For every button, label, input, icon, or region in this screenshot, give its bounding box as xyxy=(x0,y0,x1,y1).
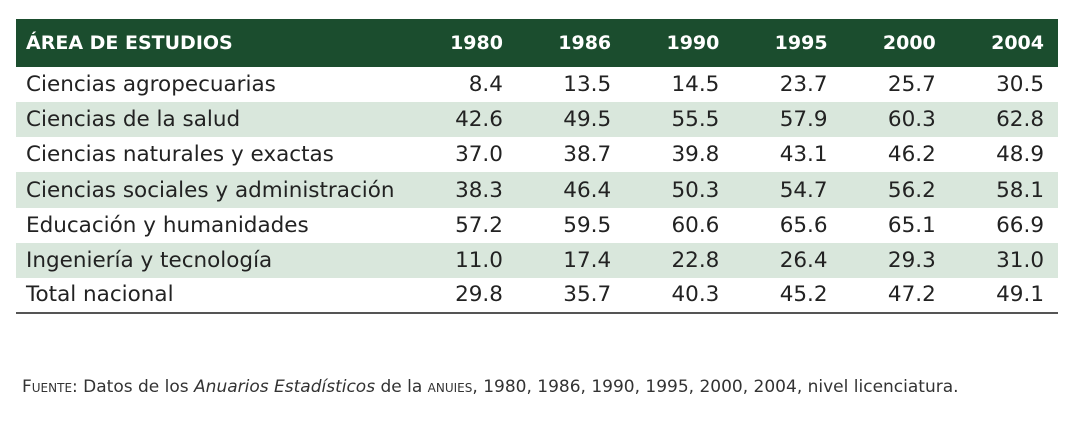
cell-value: 14.5 xyxy=(671,71,720,97)
header-year: 1995 xyxy=(733,19,842,67)
cell-value: 29.3 xyxy=(841,243,950,278)
cell-value: 57.9 xyxy=(733,102,842,137)
header-year: 1986 xyxy=(516,19,626,67)
cell-value: 26.4 xyxy=(733,243,842,278)
data-table-container: ÁREA DE ESTUDIOS 1980 1986 1990 1995 200… xyxy=(16,19,1058,314)
cell-value: 56.2 xyxy=(841,172,950,208)
cell-value: 22.8 xyxy=(625,243,734,278)
cell-value: 49.1 xyxy=(949,278,1058,314)
cell-value: 46.4 xyxy=(516,172,626,208)
cell-value: 48.9 xyxy=(996,141,1044,167)
cell-value: 62.8 xyxy=(949,102,1058,137)
table-row: Educación y humanidades 57.2 59.5 60.6 6… xyxy=(16,208,1058,243)
table-row: Ciencias agropecuarias 8.4 13.5 14.5 23.… xyxy=(16,67,1058,102)
cell-value: 42.6 xyxy=(408,102,517,137)
cell-value: 25.7 xyxy=(887,71,936,97)
cell-value: 65.6 xyxy=(779,212,828,238)
source-title: Anuarios Estadísticos xyxy=(194,377,376,397)
cell-value: 13.5 xyxy=(563,71,612,97)
cell-value: 17.4 xyxy=(516,243,626,278)
table-row-total: Total nacional 29.8 35.7 40.3 45.2 47.2 … xyxy=(16,278,1058,314)
cell-value: 55.5 xyxy=(625,102,734,137)
header-year: 2000 xyxy=(841,19,950,67)
cell-value: 39.8 xyxy=(671,141,720,167)
cell-value: 38.7 xyxy=(563,141,612,167)
row-area: Ingeniería y tecnología xyxy=(16,243,409,278)
cell-value: 59.5 xyxy=(563,212,612,238)
row-area: Total nacional xyxy=(16,278,409,314)
cell-value: 35.7 xyxy=(516,278,626,314)
cell-value: 49.5 xyxy=(516,102,626,137)
table-header-row: ÁREA DE ESTUDIOS 1980 1986 1990 1995 200… xyxy=(16,19,1058,67)
cell-value: 45.2 xyxy=(733,278,842,314)
header-year: 1980 xyxy=(408,19,517,67)
cell-value: 66.9 xyxy=(996,212,1044,238)
table-row: Ciencias naturales y exactas 37.0 38.7 3… xyxy=(16,137,1058,172)
source-text: , 1980, 1986, 1990, 1995, 2000, 2004, ni… xyxy=(472,377,959,397)
row-area: Ciencias de la salud xyxy=(16,102,409,137)
source-note: Fuente: Datos de los Anuarios Estadístic… xyxy=(22,372,1057,402)
cell-value: 57.2 xyxy=(455,212,503,238)
source-text: Datos de los xyxy=(77,377,195,397)
cell-value: 50.3 xyxy=(625,172,734,208)
cell-value: 65.1 xyxy=(887,212,936,238)
cell-value: 60.6 xyxy=(671,212,720,238)
source-text: de la xyxy=(375,377,428,397)
row-area: Ciencias naturales y exactas xyxy=(26,141,334,167)
enrollment-table: ÁREA DE ESTUDIOS 1980 1986 1990 1995 200… xyxy=(16,19,1058,314)
cell-value: 31.0 xyxy=(949,243,1058,278)
cell-value: 38.3 xyxy=(408,172,517,208)
cell-value: 11.0 xyxy=(408,243,517,278)
cell-value: 29.8 xyxy=(408,278,517,314)
row-area: Ciencias agropecuarias xyxy=(26,71,276,97)
cell-value: 47.2 xyxy=(841,278,950,314)
cell-value: 40.3 xyxy=(625,278,734,314)
header-year: 2004 xyxy=(949,19,1058,67)
cell-value: 54.7 xyxy=(733,172,842,208)
cell-value: 30.5 xyxy=(996,71,1044,97)
header-area: ÁREA DE ESTUDIOS xyxy=(16,19,409,67)
row-area: Ciencias sociales y administración xyxy=(16,172,409,208)
cell-value: 37.0 xyxy=(455,141,503,167)
source-label: Fuente: xyxy=(22,377,78,397)
cell-value: 43.1 xyxy=(779,141,828,167)
source-org: anuies xyxy=(427,377,473,397)
cell-value: 8.4 xyxy=(468,71,503,97)
cell-value: 23.7 xyxy=(779,71,828,97)
cell-value: 58.1 xyxy=(949,172,1058,208)
cell-value: 60.3 xyxy=(841,102,950,137)
cell-value: 46.2 xyxy=(887,141,936,167)
table-row: Ciencias de la salud 42.6 49.5 55.5 57.9… xyxy=(16,102,1058,137)
row-area: Educación y humanidades xyxy=(26,212,309,238)
table-row: Ciencias sociales y administración 38.3 … xyxy=(16,172,1058,208)
header-year: 1990 xyxy=(625,19,734,67)
table-row: Ingeniería y tecnología 11.0 17.4 22.8 2… xyxy=(16,243,1058,278)
